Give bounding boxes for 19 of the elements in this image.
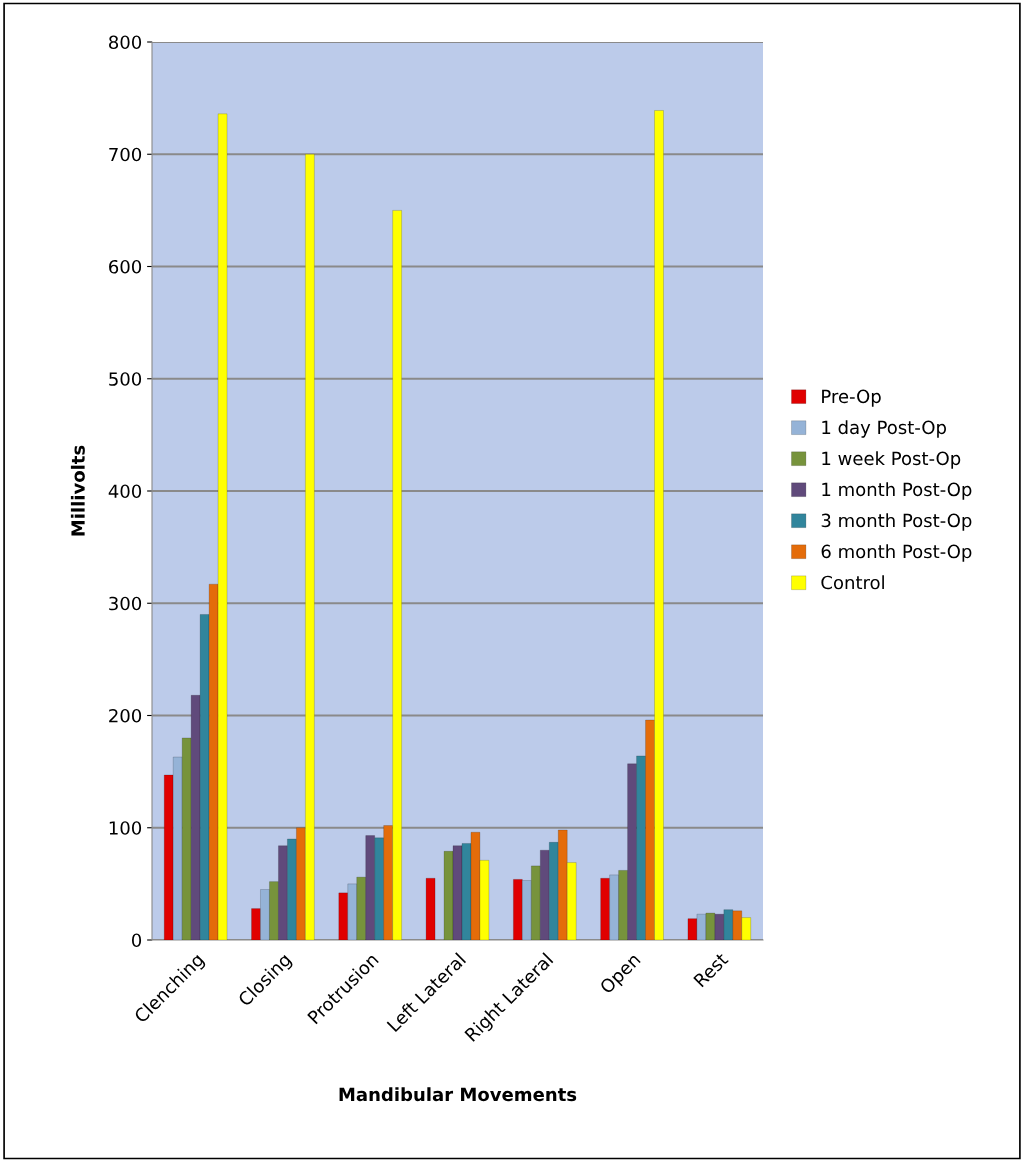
legend-label: Pre-Op bbox=[822, 389, 881, 407]
legend-label: 6 month Post-Op bbox=[821, 544, 972, 562]
y-tick-label: 200 bbox=[109, 708, 142, 723]
y-tick-label: 700 bbox=[109, 147, 142, 162]
legend-label: 1 month Post-Op bbox=[822, 482, 972, 500]
legend-label: Control bbox=[821, 575, 884, 590]
legend-label: 1 week Post-Op bbox=[822, 451, 961, 469]
bar bbox=[425, 877, 436, 940]
y-tick-label: 0 bbox=[131, 933, 142, 948]
x-axis-title: Mandibular Movements bbox=[339, 1087, 577, 1102]
y-tick-label: 300 bbox=[109, 596, 142, 611]
y-tick-label: 400 bbox=[108, 484, 142, 499]
legend-label: 1 day Post-Op bbox=[822, 420, 946, 438]
y-tick-label: 600 bbox=[109, 259, 142, 274]
y-tick-label: 100 bbox=[109, 821, 142, 835]
y-tick-label: 500 bbox=[109, 372, 142, 386]
y-tick-label: 800 bbox=[109, 35, 142, 50]
legend-label: 3 month Post-Op bbox=[821, 513, 972, 531]
y-axis-title: Millivolts bbox=[70, 445, 85, 536]
